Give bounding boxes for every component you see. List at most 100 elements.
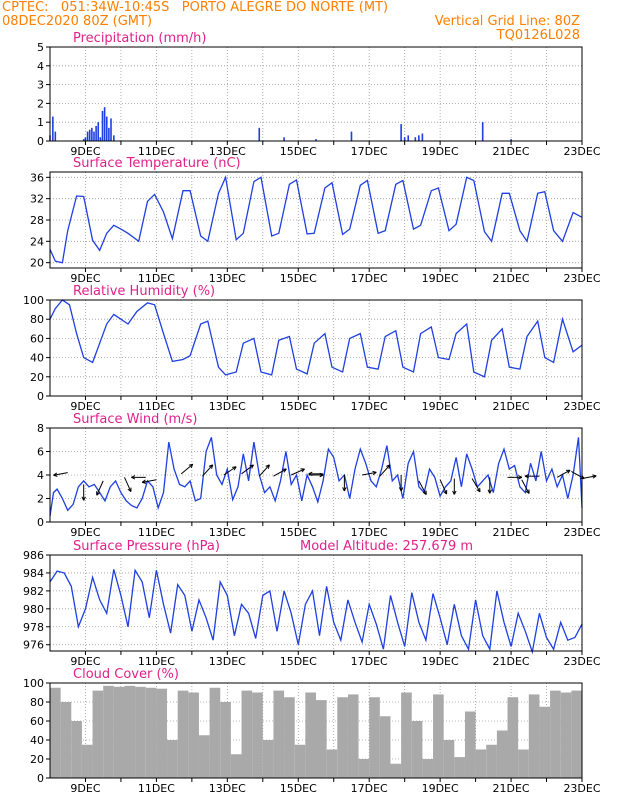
chart-title-surface-pressure: Surface Pressure (hPa)	[73, 539, 220, 554]
x-tick-label: 13DEC	[209, 782, 246, 795]
cloud-cover-bar	[156, 688, 168, 778]
x-tick-label: 17DEC	[351, 400, 388, 413]
cloud-cover-bar	[252, 692, 263, 778]
cloud-cover-bar	[379, 716, 391, 778]
wind-arrow	[124, 477, 132, 493]
y-tick-label: 0	[37, 390, 44, 403]
cloud-cover-bar	[433, 694, 444, 778]
x-tick-label: 9DEC	[70, 145, 100, 158]
x-tick-label: 17DEC	[351, 145, 388, 158]
cloud-cover-bar	[507, 697, 519, 778]
cloud-cover-bar	[241, 690, 253, 778]
precip-bar	[103, 107, 106, 141]
x-tick-label: 11DEC	[138, 272, 175, 285]
y-tick-label: 4	[37, 469, 44, 482]
precip-bar	[84, 137, 87, 141]
y-tick-label: 40	[30, 352, 44, 365]
wind-arrow	[273, 468, 287, 477]
cloud-cover-bar	[294, 744, 306, 778]
y-tick-label: 100	[23, 677, 44, 690]
wind-arrow	[487, 477, 492, 494]
y-tick-label: 986	[23, 549, 44, 562]
cloud-cover-bar	[358, 759, 370, 778]
x-tick-label: 21DEC	[493, 272, 530, 285]
wind-arrow	[418, 480, 427, 496]
precip-bar	[421, 133, 424, 141]
y-tick-label: 60	[30, 332, 44, 345]
cloud-cover-bar	[92, 690, 104, 778]
y-tick-label: 2	[37, 493, 44, 506]
cloud-cover-bar	[571, 690, 582, 778]
y-tick-label: 3	[37, 79, 44, 92]
x-tick-label: 15DEC	[280, 272, 317, 285]
chart-title-cloud-cover: Cloud Cover (%)	[73, 667, 179, 682]
precip-bar	[101, 110, 104, 141]
y-tick-label: 980	[23, 603, 44, 616]
wind-arrow	[556, 469, 571, 478]
panel-frame	[49, 682, 583, 779]
x-tick-label: 15DEC	[280, 782, 317, 795]
chart-title-surface-wind: Surface Wind (m/s)	[73, 412, 197, 427]
x-tick-label: 13DEC	[209, 272, 246, 285]
y-tick-label: 0	[37, 135, 44, 148]
header-line1-left: CPTEC: 051:34W-10:45S PORTO ALEGRE DO NO…	[2, 0, 389, 15]
wind-arrow	[379, 464, 391, 477]
header-line2-right: Vertical Grid Line: 80Z	[434, 14, 580, 29]
cloud-cover-bar	[486, 744, 497, 778]
x-tick-label: 13DEC	[209, 526, 246, 539]
wind-arrow	[223, 466, 237, 476]
x-tick-label: 23DEC	[563, 782, 600, 795]
cloud-cover-bar	[220, 702, 231, 778]
x-tick-label: 15DEC	[280, 145, 317, 158]
x-tick-label: 17DEC	[351, 272, 388, 285]
wind-arrow	[290, 468, 305, 476]
y-tick-label: 60	[30, 715, 44, 728]
precip-bar	[82, 139, 85, 141]
y-tick-label: 24	[30, 235, 44, 248]
y-tick-label: 4	[37, 60, 44, 73]
y-tick-label: 0	[37, 772, 44, 785]
precip-bar	[52, 116, 54, 141]
y-tick-label: 5	[37, 41, 44, 54]
cloud-cover-bar	[145, 687, 157, 778]
wind-arrow	[96, 480, 104, 496]
cloud-cover-bar	[454, 757, 465, 778]
cloud-cover-bar	[284, 697, 295, 778]
precip-bar	[54, 131, 57, 141]
cloud-cover-bar	[550, 690, 561, 778]
y-tick-label: 80	[30, 313, 44, 326]
cloud-cover-bar	[60, 702, 72, 778]
cloud-cover-bar	[560, 692, 572, 778]
precip-bar	[403, 137, 406, 141]
y-tick-label: 36	[30, 171, 44, 184]
cloud-cover-bar	[422, 759, 434, 778]
precip-bar	[350, 131, 353, 141]
x-tick-label: 9DEC	[70, 400, 100, 413]
cloud-cover-bar	[124, 685, 136, 778]
wind-arrow	[141, 479, 157, 484]
y-tick-label: 982	[23, 585, 44, 598]
precip-bar	[93, 131, 95, 141]
cloud-cover-bar	[71, 721, 82, 778]
surface-wind-line	[49, 437, 583, 517]
chart-title-relative-humidity: Relative Humidity (%)	[73, 284, 215, 299]
cloud-cover-bar	[188, 692, 199, 778]
precip-bar	[95, 125, 97, 141]
cloud-cover-bar	[326, 749, 338, 778]
x-tick-label: 23DEC	[563, 145, 600, 158]
precip-bar	[400, 124, 402, 141]
wind-arrow	[342, 475, 347, 492]
wind-arrow	[471, 478, 481, 493]
cloud-cover-bar	[518, 749, 529, 778]
y-tick-label: 32	[30, 193, 44, 206]
wind-arrow	[521, 479, 530, 494]
cloud-cover-bar	[496, 730, 508, 778]
y-tick-label: 976	[23, 639, 44, 652]
cloud-cover-bar	[475, 749, 487, 778]
x-tick-label: 9DEC	[70, 526, 100, 539]
cloud-cover-bar	[369, 697, 380, 778]
precip-bar	[414, 137, 417, 141]
panel-frame	[49, 171, 583, 269]
x-tick-label: 21DEC	[493, 782, 530, 795]
